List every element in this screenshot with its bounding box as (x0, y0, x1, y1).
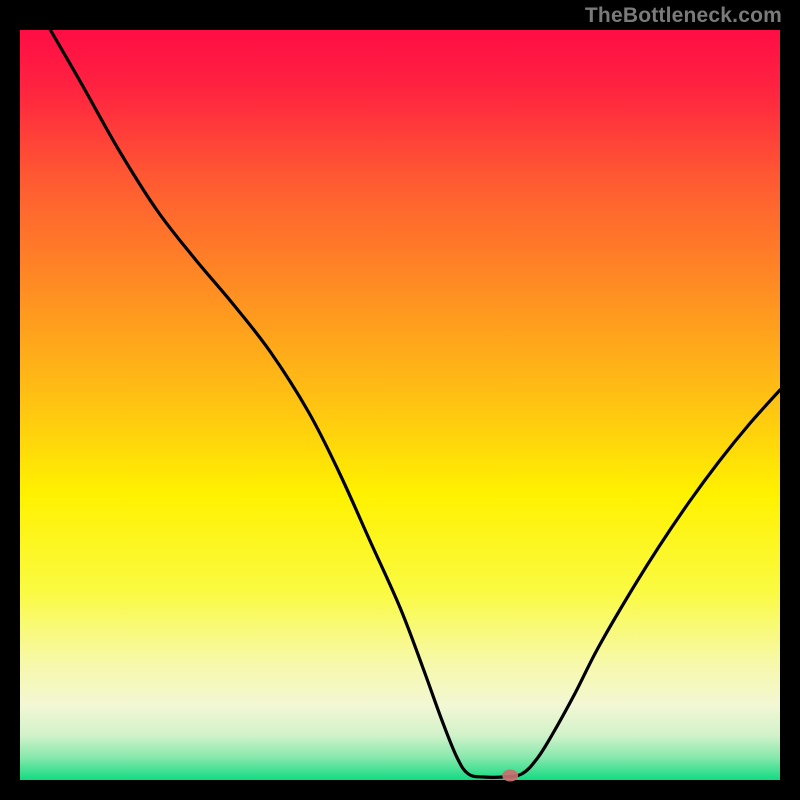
bottleneck-curve-chart (0, 0, 800, 800)
watermark-text: TheBottleneck.com (585, 4, 782, 28)
gradient-background (20, 30, 780, 780)
optimum-marker (502, 770, 518, 782)
chart-frame: TheBottleneck.com (0, 0, 800, 800)
